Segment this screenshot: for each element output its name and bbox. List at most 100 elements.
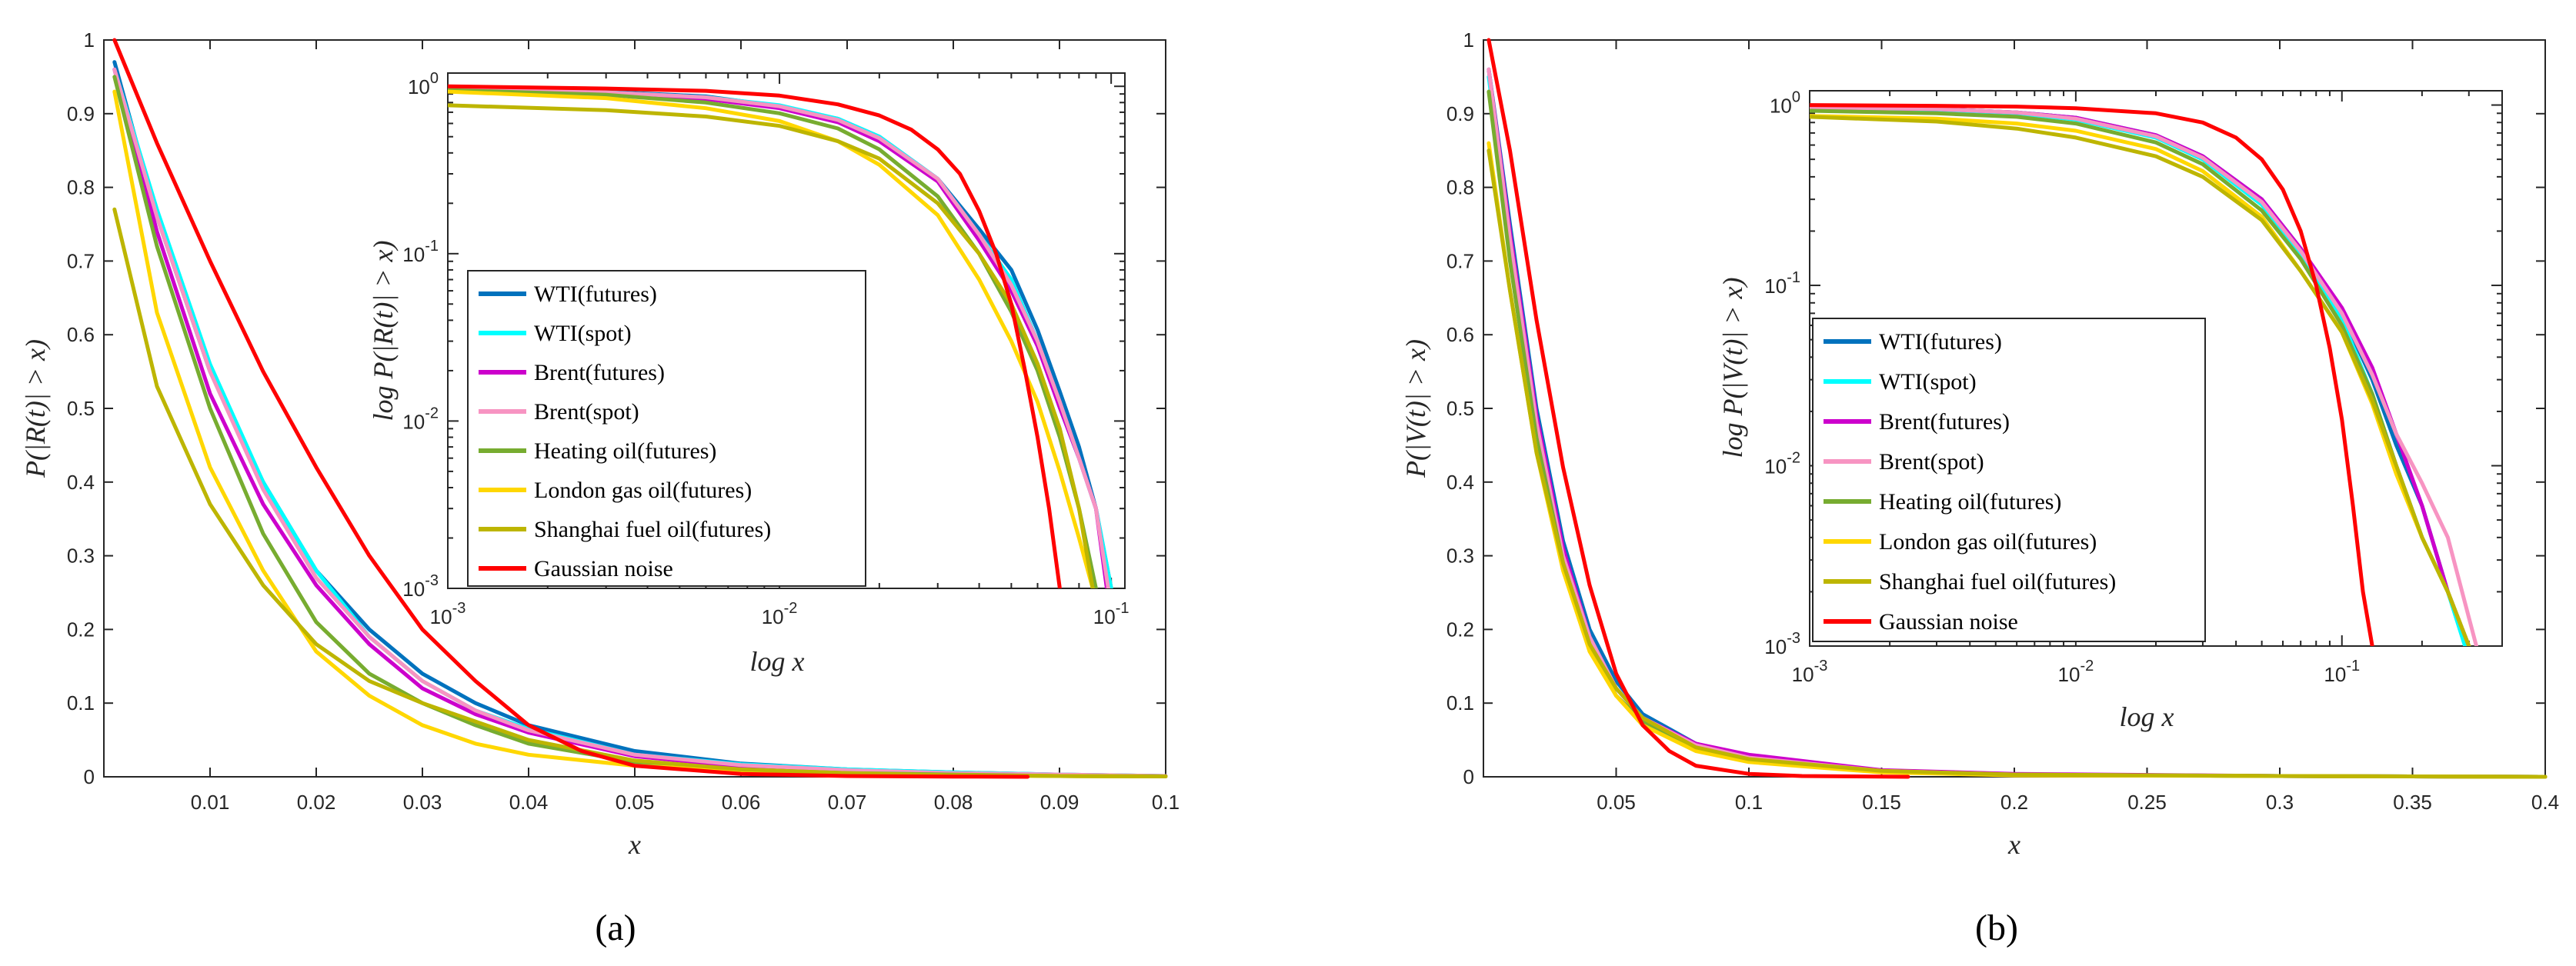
y-tick-label: 0.3 — [1446, 545, 1474, 568]
inset-series-line-shanghai-fuel-oil-futures- — [448, 103, 1095, 588]
panel-b: 0.05 0.1 0.15 0.2 0.25 0.3 0.35 0.4 0 0.1 0.2 0.3 0.… — [1400, 28, 2559, 948]
y-tick-label: 1 — [1463, 28, 1474, 52]
y-tick-label: 0.7 — [1446, 249, 1474, 272]
legend-label: London gas oil(futures) — [1879, 529, 2097, 555]
panel-b-xlabel: x — [2007, 829, 2020, 860]
legend-label: Brent(futures) — [534, 360, 665, 385]
legend-label: Brent(futures) — [1879, 409, 2010, 435]
y-tick-label: 0 — [1463, 765, 1474, 788]
legend-label: London gas oil(futures) — [534, 478, 752, 503]
x-tick-label: 0.06 — [722, 791, 761, 814]
x-tick-label: 0.1 — [1735, 791, 1763, 814]
inset-y-tick-label: 10-3 — [1764, 630, 1800, 658]
panel-a-inset-ticks: 10-3 10-2 10-1 10-3 10-2 10-1 100 — [402, 70, 1129, 628]
x-tick-label: 0.09 — [1040, 791, 1079, 814]
inset-series-line-heating-oil-futures- — [448, 88, 1098, 588]
x-tick-label: 0.02 — [297, 791, 336, 814]
panel-b-legend-box — [1812, 318, 2206, 642]
panel-a-label: (a) — [595, 908, 636, 948]
panel-a-inset-ylabel: log P(|R(t)| > x) — [368, 240, 399, 421]
panel-b-ylabel: P(|V(t)| > x) — [1400, 339, 1431, 478]
x-tick-label: 0.08 — [934, 791, 973, 814]
panel-a-inset-xlabel: log x — [750, 646, 805, 677]
legend-label: Heating oil(futures) — [1879, 489, 2061, 515]
series-line-gaussian-noise — [112, 38, 1030, 779]
y-tick-label: 0.2 — [1446, 618, 1474, 641]
x-tick-label: 0.07 — [828, 791, 867, 814]
inset-series-line-london-gas-oil-futures- — [448, 89, 1095, 588]
panel-b-inset-ticks: 10-3 10-2 10-1 10-3 10-2 10-1 100 — [1764, 89, 2503, 686]
panel-a: 0.01 0.02 0.03 0.04 0.05 0.06 0.07 0.08 0.09 0.1 0… — [20, 28, 1180, 948]
legend-label: WTI(futures) — [534, 281, 657, 307]
legend-label: Shanghai fuel oil(futures) — [534, 517, 771, 542]
x-tick-label: 0.03 — [403, 791, 442, 814]
y-tick-label: 0.9 — [1446, 102, 1474, 125]
y-tick-label: 0.3 — [67, 545, 95, 568]
series-line-gaussian-noise — [1487, 38, 1910, 779]
inset-y-tick-label: 10-2 — [402, 405, 439, 433]
panel-a-xlabel: x — [628, 829, 641, 860]
y-tick-label: 0.9 — [67, 102, 95, 125]
y-tick-label: 0.8 — [67, 176, 95, 199]
y-tick-label: 0.6 — [1446, 323, 1474, 346]
legend-label: Shanghai fuel oil(futures) — [1879, 569, 2116, 595]
inset-y-tick-label: 10-2 — [1764, 450, 1800, 478]
panel-a-ylabel: P(|R(t)| > x) — [20, 339, 51, 478]
y-tick-label: 0.1 — [1446, 691, 1474, 715]
inset-series-line-brent-spot- — [448, 87, 1110, 588]
x-tick-label: 0.04 — [509, 791, 549, 814]
panel-a-legend: WTI(futures) WTI(spot) Brent(futures) Brent… — [467, 270, 866, 587]
panel-a-main-ticks: 0.01 0.02 0.03 0.04 0.05 0.06 0.07 0.08 0.09 0.1 0… — [67, 28, 1180, 814]
x-tick-label: 0.3 — [2266, 791, 2294, 814]
y-tick-label: 0.1 — [67, 691, 95, 715]
legend-label: Gaussian noise — [1879, 609, 2018, 635]
x-tick-label: 0.2 — [2000, 791, 2028, 814]
inset-y-tick-label: 100 — [408, 70, 439, 98]
inset-series-line-gaussian-noise — [1810, 103, 2374, 646]
y-tick-label: 0.5 — [1446, 397, 1474, 420]
legend-label: Brent(spot) — [1879, 449, 1984, 475]
x-tick-label: 0.35 — [2393, 791, 2432, 814]
panel-b-main-ticks: 0.05 0.1 0.15 0.2 0.25 0.3 0.35 0.4 0 0.1 0.2 0.3 0.… — [1446, 28, 2559, 814]
x-tick-label: 0.15 — [1862, 791, 1901, 814]
series-line-brent-spot- — [112, 67, 1168, 778]
y-tick-label: 0.4 — [1446, 471, 1474, 494]
series-line-shanghai-fuel-oil-futures- — [1487, 148, 2548, 779]
panel-a-legend-box — [467, 270, 866, 587]
legend-label: Gaussian noise — [534, 556, 673, 581]
inset-x-tick-label: 10-2 — [762, 600, 798, 628]
inset-y-tick-label: 100 — [1770, 89, 1800, 118]
inset-y-tick-label: 10-1 — [1764, 269, 1800, 298]
inset-x-tick-label: 10-1 — [1093, 600, 1130, 628]
inset-series-line-brent-spot- — [1810, 105, 2478, 646]
inset-y-tick-label: 10-1 — [402, 238, 439, 266]
legend-label: Brent(spot) — [534, 399, 639, 425]
inset-y-tick-label: 10-3 — [402, 572, 439, 601]
panel-a-inset-series — [448, 84, 1113, 588]
panel-b-main-series — [1487, 38, 2548, 779]
x-tick-label: 0.4 — [2531, 791, 2559, 814]
inset-x-tick-label: 10-1 — [2324, 658, 2360, 686]
x-tick-label: 0.25 — [2127, 791, 2167, 814]
inset-series-line-shanghai-fuel-oil-futures- — [1810, 115, 2471, 646]
y-tick-label: 1 — [84, 28, 95, 52]
panel-b-inset-xlabel: log x — [2120, 701, 2174, 732]
x-tick-label: 0.01 — [191, 791, 230, 814]
legend-label: WTI(spot) — [1879, 369, 1977, 395]
y-tick-label: 0.6 — [67, 323, 95, 346]
inset-x-tick-label: 10-3 — [1792, 658, 1828, 686]
panel-b-legend-items: WTI(futures) WTI(spot) Brent(futures) Brent… — [1824, 329, 2116, 635]
y-tick-label: 0.8 — [1446, 176, 1474, 199]
x-tick-label: 0.1 — [1152, 791, 1180, 814]
inset-x-tick-label: 10-3 — [430, 600, 466, 628]
panel-b-inset-series — [1810, 103, 2478, 646]
y-tick-label: 0.7 — [67, 249, 95, 272]
y-tick-label: 0.2 — [67, 618, 95, 641]
inset-series-line-gaussian-noise — [448, 84, 1062, 588]
panel-a-inset-axes-box — [447, 72, 1126, 589]
y-tick-label: 0 — [84, 765, 95, 788]
x-tick-label: 0.05 — [1597, 791, 1636, 814]
y-tick-label: 0.5 — [67, 397, 95, 420]
panel-b-label: (b) — [1975, 908, 2018, 948]
